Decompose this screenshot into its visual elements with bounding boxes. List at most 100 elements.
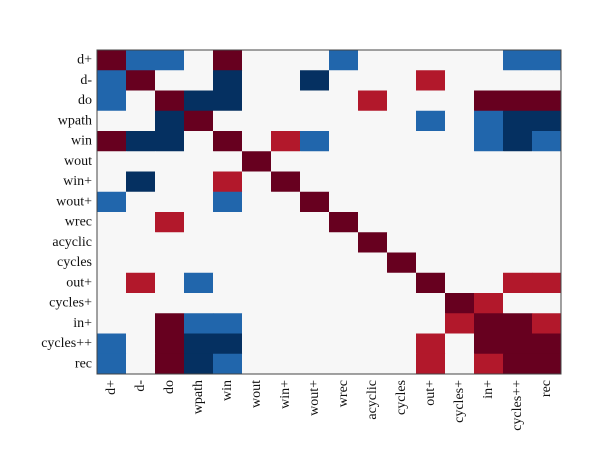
- heatmap-cell: [126, 50, 156, 71]
- heatmap-cell: [155, 313, 185, 334]
- heatmap-cell: [184, 212, 214, 233]
- heatmap-cell: [532, 333, 562, 355]
- heatmap-cell: [358, 131, 388, 152]
- heatmap-cell: [474, 293, 504, 314]
- heatmap-cell: [242, 50, 272, 71]
- heatmap-cell: [416, 171, 446, 193]
- heatmap-cell: [213, 313, 243, 334]
- heatmap-cell: [358, 293, 388, 314]
- heatmap-cell: [358, 313, 388, 334]
- heatmap-cell: [358, 191, 388, 213]
- heatmap-cell: [155, 232, 185, 253]
- heatmap-cell: [97, 171, 127, 193]
- heatmap-cell: [445, 353, 475, 375]
- heatmap-cell: [155, 110, 185, 132]
- heatmap-cell: [329, 293, 359, 314]
- heatmap-cell: [213, 90, 243, 112]
- heatmap-cell: [503, 191, 533, 213]
- heatmap-cell: [445, 131, 475, 152]
- heatmap-cell: [358, 90, 388, 112]
- heatmap-cell: [300, 191, 330, 213]
- heatmap-cell: [503, 212, 533, 233]
- heatmap-cell: [242, 252, 272, 274]
- heatmap-cell: [329, 50, 359, 71]
- heatmap-cell: [213, 272, 243, 294]
- heatmap-cell: [474, 70, 504, 91]
- heatmap-cell: [155, 151, 185, 172]
- heatmap-cell: [126, 333, 156, 355]
- heatmap-cell: [242, 70, 272, 91]
- heatmap-cell: [155, 353, 185, 375]
- heatmap-cell: [329, 191, 359, 213]
- heatmap-cell: [184, 272, 214, 294]
- x-tick-label: d-: [133, 380, 148, 392]
- heatmap-cell: [126, 151, 156, 172]
- plot-frame: [96, 49, 562, 375]
- heatmap-cell: [329, 151, 359, 172]
- heatmap-cell: [155, 333, 185, 355]
- heatmap-cell: [300, 313, 330, 334]
- heatmap-cell: [242, 313, 272, 334]
- heatmap-cell: [97, 232, 127, 253]
- heatmap-cell: [445, 232, 475, 253]
- x-tick-label: d+: [104, 380, 119, 395]
- heatmap-cell: [271, 110, 301, 132]
- heatmap-cell: [126, 272, 156, 294]
- y-tick-label: wout+: [56, 194, 92, 209]
- heatmap-cell: [387, 293, 417, 314]
- heatmap-cell: [155, 90, 185, 112]
- heatmap-cell: [300, 110, 330, 132]
- heatmap-cell: [155, 293, 185, 314]
- heatmap-cell: [300, 90, 330, 112]
- heatmap-cell: [184, 151, 214, 172]
- heatmap-cell: [213, 252, 243, 274]
- heatmap-cell: [126, 131, 156, 152]
- heatmap-cell: [271, 212, 301, 233]
- x-tick-label: rec: [539, 380, 554, 397]
- heatmap-cell: [532, 90, 562, 112]
- heatmap-cell: [271, 131, 301, 152]
- heatmap-cell: [503, 70, 533, 91]
- heatmap-cell: [416, 131, 446, 152]
- heatmap-cell: [358, 252, 388, 274]
- heatmap-cell: [126, 313, 156, 334]
- heatmap-cell: [271, 272, 301, 294]
- heatmap-cell: [474, 353, 504, 375]
- heatmap-cell: [213, 232, 243, 253]
- y-tick-label: cycles++: [41, 336, 92, 351]
- y-tick-label: rec: [75, 356, 92, 371]
- heatmap-cell: [532, 232, 562, 253]
- heatmap-cell: [300, 131, 330, 152]
- heatmap-cell: [532, 313, 562, 334]
- heatmap-cell: [532, 50, 562, 71]
- heatmap-cell: [503, 293, 533, 314]
- heatmap-cell: [97, 131, 127, 152]
- heatmap-cell: [503, 110, 533, 132]
- heatmap-cell: [329, 90, 359, 112]
- heatmap-cell: [242, 212, 272, 233]
- heatmap-cell: [387, 151, 417, 172]
- x-tick-label: win: [220, 380, 235, 401]
- heatmap-cell: [213, 110, 243, 132]
- heatmap-cell: [474, 110, 504, 132]
- x-tick-label: in+: [481, 380, 496, 399]
- heatmap-cell: [474, 333, 504, 355]
- heatmap-cell: [329, 131, 359, 152]
- heatmap-cell: [97, 272, 127, 294]
- heatmap-cell: [155, 212, 185, 233]
- heatmap-cell: [97, 313, 127, 334]
- heatmap-cell: [532, 151, 562, 172]
- heatmap-cell: [155, 272, 185, 294]
- heatmap-cell: [184, 50, 214, 71]
- heatmap-cell: [474, 272, 504, 294]
- heatmap-cell: [300, 151, 330, 172]
- x-tick-label: wpath: [191, 380, 206, 414]
- heatmap-cell: [445, 212, 475, 233]
- heatmap-cell: [97, 110, 127, 132]
- heatmap-cell: [532, 293, 562, 314]
- heatmap-cell: [445, 70, 475, 91]
- x-tick-label: cycles+: [452, 380, 467, 423]
- heatmap-cell: [213, 191, 243, 213]
- heatmap-cell: [445, 110, 475, 132]
- heatmap-cell: [97, 353, 127, 375]
